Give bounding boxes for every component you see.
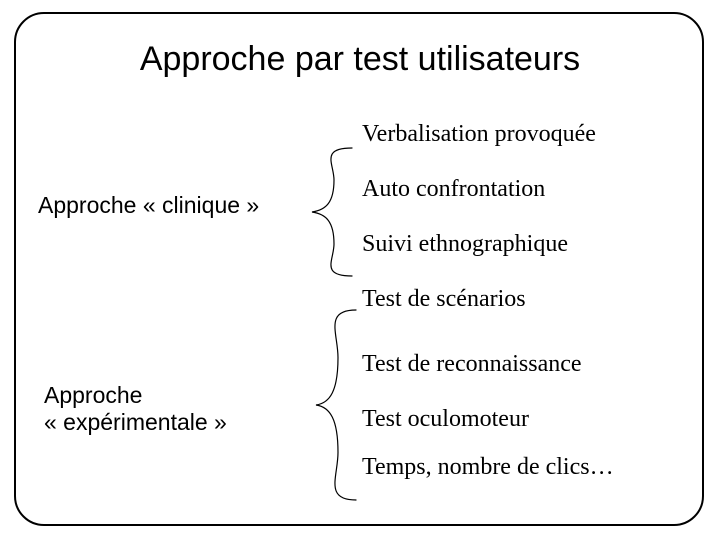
item-temps-clics: Temps, nombre de clics…	[362, 454, 614, 481]
slide-title: Approche par test utilisateurs	[0, 40, 720, 79]
item-test-scenarios: Test de scénarios	[362, 286, 526, 313]
slide-frame	[14, 12, 704, 526]
item-test-reconnaissance: Test de reconnaissance	[362, 351, 582, 378]
approach-label-clinique: Approche « clinique »	[38, 192, 259, 219]
brace-experimentale	[316, 310, 356, 500]
item-auto-confrontation: Auto confrontation	[362, 176, 545, 203]
approach-label-experimentale: Approche« expérimentale »	[44, 382, 227, 436]
item-verbalisation: Verbalisation provoquée	[362, 121, 596, 148]
item-test-oculomoteur: Test oculomoteur	[362, 406, 529, 433]
brace-clinique	[312, 148, 352, 276]
item-suivi-ethno: Suivi ethnographique	[362, 231, 568, 258]
